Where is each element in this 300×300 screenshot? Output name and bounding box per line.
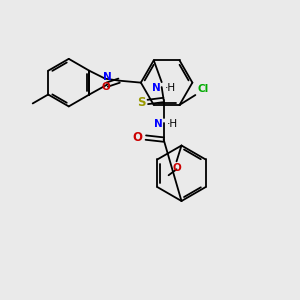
Text: N: N	[103, 72, 112, 82]
Text: ·H: ·H	[165, 83, 176, 93]
Text: O: O	[133, 131, 143, 144]
Text: O: O	[172, 164, 181, 173]
Text: Cl: Cl	[197, 84, 208, 94]
Text: S: S	[137, 96, 146, 110]
Text: O: O	[102, 82, 111, 92]
Text: N: N	[152, 83, 161, 93]
Text: ·H: ·H	[167, 119, 178, 129]
Text: N: N	[154, 119, 163, 129]
